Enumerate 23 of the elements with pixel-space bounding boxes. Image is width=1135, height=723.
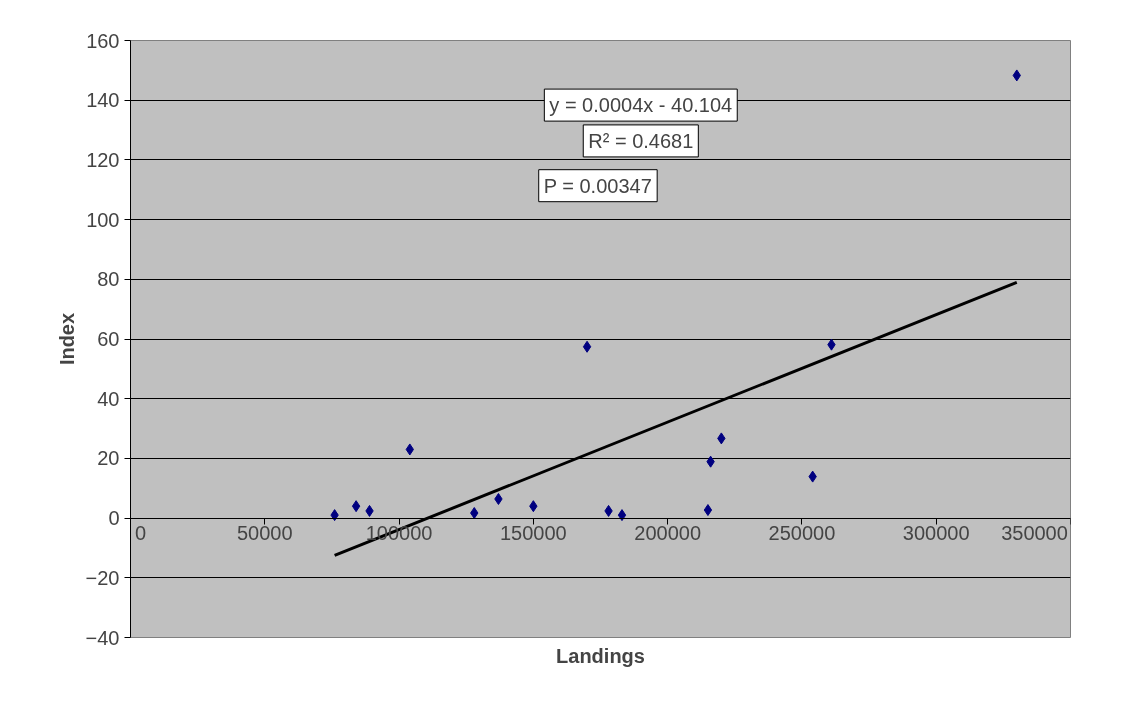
- y-tick-label: 40: [97, 387, 120, 410]
- annotation: R² = 0.4681: [588, 129, 694, 152]
- x-tick-label: 300000: [902, 522, 970, 545]
- y-tick-label: −40: [85, 626, 120, 649]
- x-tick-label: 0: [134, 522, 147, 545]
- x-tick-label: 200000: [634, 522, 702, 545]
- x-tick-label: 350000: [1001, 522, 1068, 545]
- y-tick-label: 60: [97, 328, 120, 350]
- y-tick-label: 100: [86, 208, 120, 231]
- y-tick-label: 80: [97, 268, 120, 291]
- x-axis-title: Landings: [556, 644, 645, 667]
- x-tick-label: 250000: [768, 522, 836, 545]
- y-tick-label: 20: [97, 447, 120, 470]
- y-tick-label: −20: [85, 566, 120, 589]
- y-tick-label: 160: [86, 29, 120, 52]
- x-tick-label: 150000: [499, 522, 567, 545]
- y-tick-label: 120: [86, 148, 120, 171]
- annotation: P = 0.00347: [543, 174, 652, 197]
- y-axis-title: Index: [55, 312, 78, 366]
- annotation: y = 0.0004x - 40.104: [549, 94, 733, 117]
- y-tick-label: 0: [108, 507, 120, 530]
- x-tick-label: 50000: [236, 522, 293, 545]
- y-tick-label: 140: [86, 89, 120, 112]
